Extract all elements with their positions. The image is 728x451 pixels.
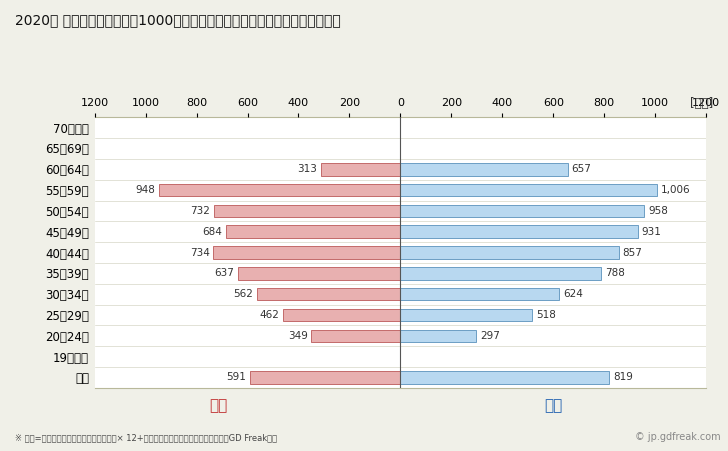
- Text: 732: 732: [190, 206, 210, 216]
- Text: 637: 637: [214, 268, 234, 278]
- Bar: [400, 163, 568, 175]
- Bar: [400, 226, 638, 238]
- Bar: [400, 288, 559, 300]
- Text: 624: 624: [563, 289, 583, 299]
- Bar: [312, 330, 400, 342]
- Bar: [400, 371, 609, 384]
- Text: 313: 313: [297, 164, 317, 174]
- Text: 562: 562: [234, 289, 253, 299]
- Text: 819: 819: [613, 373, 633, 382]
- Text: © jp.gdfreak.com: © jp.gdfreak.com: [635, 432, 721, 442]
- Text: 297: 297: [480, 331, 500, 341]
- Text: 948: 948: [135, 185, 155, 195]
- Bar: [400, 184, 657, 196]
- Bar: [282, 309, 400, 321]
- Text: 857: 857: [622, 248, 643, 258]
- Text: 女性: 女性: [209, 398, 228, 414]
- Text: 931: 931: [641, 227, 661, 237]
- Bar: [400, 330, 476, 342]
- Bar: [320, 163, 400, 175]
- Text: 788: 788: [605, 268, 625, 278]
- Bar: [226, 226, 400, 238]
- Text: 591: 591: [226, 373, 246, 382]
- Text: 2020年 民間企業（従業者数1000人以上）フルタイム労働者の男女別平均年収: 2020年 民間企業（従業者数1000人以上）フルタイム労働者の男女別平均年収: [15, 14, 340, 28]
- Bar: [238, 267, 400, 280]
- Bar: [250, 371, 400, 384]
- Bar: [400, 267, 601, 280]
- Text: 734: 734: [190, 248, 210, 258]
- Bar: [400, 246, 619, 259]
- Text: 657: 657: [571, 164, 592, 174]
- Bar: [400, 205, 644, 217]
- Text: 958: 958: [649, 206, 668, 216]
- Text: 1,006: 1,006: [660, 185, 690, 195]
- Bar: [400, 309, 532, 321]
- Bar: [213, 246, 400, 259]
- Text: 518: 518: [537, 310, 556, 320]
- Text: 男性: 男性: [544, 398, 563, 414]
- Text: 349: 349: [288, 331, 308, 341]
- Text: ※ 年収=「きまって支給する現金給与額」× 12+「年間賞与その他特別給与額」としてGD Freak推計: ※ 年収=「きまって支給する現金給与額」× 12+「年間賞与その他特別給与額」と…: [15, 433, 277, 442]
- Text: [万円]: [万円]: [690, 97, 713, 110]
- Text: 462: 462: [259, 310, 279, 320]
- Bar: [257, 288, 400, 300]
- Text: 684: 684: [202, 227, 222, 237]
- Bar: [214, 205, 400, 217]
- Bar: [159, 184, 400, 196]
